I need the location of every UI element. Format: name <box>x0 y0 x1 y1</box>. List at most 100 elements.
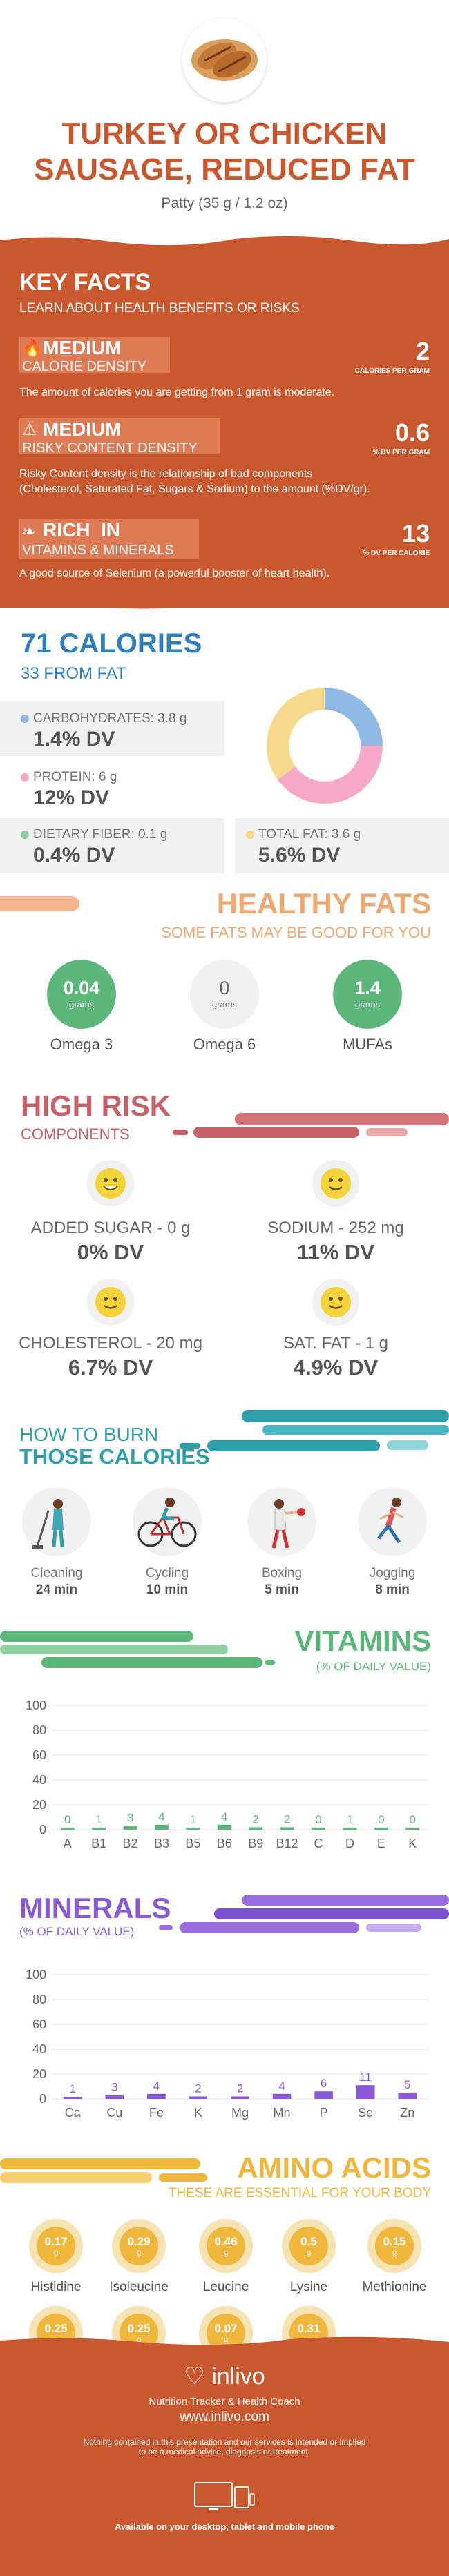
page-title: TURKEY OR CHICKEN SAUSAGE, REDUCED FAT <box>0 116 449 188</box>
mufas-circle: 1.4 grams <box>333 960 402 1029</box>
cholesterol-label: CHOLESTEROL - 20 mg <box>19 1334 202 1353</box>
key-facts-section: KEY FACTS LEARN ABOUT HEALTH BENEFITS OR… <box>0 235 449 609</box>
fire-icon: 🔥 <box>22 339 43 358</box>
mufas-name: MUFAs <box>342 1036 393 1053</box>
cholesterol-smiley-icon <box>87 1279 134 1326</box>
value-label-B2: 3 <box>127 1812 133 1825</box>
amino-circle-histidine: 0.17 g <box>29 2219 83 2273</box>
serving-size: Patty (35 g / 1.2 oz) <box>161 195 288 211</box>
omega3-name: Omega 3 <box>50 1036 113 1053</box>
y-tick-label: 100 <box>26 1968 46 1982</box>
x-tick-label-C: C <box>314 1837 323 1850</box>
heart-icon: ♡ <box>184 2363 205 2390</box>
macro-donut-chart <box>267 688 383 804</box>
fiber-box <box>0 818 224 873</box>
footer-logo: ♡ inlivo <box>0 2363 449 2390</box>
sat-fat-smiley-icon <box>312 1279 359 1326</box>
bar-B9 <box>249 1827 263 1830</box>
risky-content-desc: Risky Content density is the relationshi… <box>19 467 441 497</box>
value-label-Cu: 3 <box>111 2081 117 2094</box>
calorie-density-label: CALORIE DENSITY <box>22 359 147 374</box>
key-facts-title: KEY FACTS <box>19 269 151 296</box>
bar-D <box>343 1828 357 1830</box>
key-facts-top-wave <box>0 235 449 250</box>
fat-label: TOTAL FAT: 3.6 g <box>246 827 361 842</box>
amino-name: Histidine <box>30 2280 82 2294</box>
amino-unit: g <box>306 2249 312 2257</box>
x-tick-label-D: D <box>345 1837 354 1850</box>
devices-icon <box>194 2482 255 2510</box>
bar-K <box>405 1828 420 1830</box>
amino-value: 0.25 <box>127 2322 151 2335</box>
cleaning-name: Cleaning <box>30 1566 83 1580</box>
amino-name: Lysine <box>289 2280 328 2294</box>
value-label-K: 0 <box>410 1813 416 1826</box>
amino-circle-methionine: 0.15 g <box>367 2219 421 2273</box>
amino-deco-bars <box>0 2158 207 2183</box>
amino-inner: 0.15 g <box>375 2227 414 2265</box>
y-tick-label: 0 <box>39 2092 46 2106</box>
key-facts-bottom-wave <box>0 594 449 609</box>
y-tick-label: 60 <box>32 1748 46 1762</box>
calorie-density-level: MEDIUM <box>43 337 122 358</box>
x-tick-label-Cu: Cu <box>106 2106 122 2120</box>
amino-value: 0.07 <box>214 2322 238 2335</box>
boxing-time: 5 min <box>265 1582 299 1597</box>
carbs-text: CARBOHYDRATES: 3.8 g <box>33 711 187 726</box>
footer-url[interactable]: www.inlivo.com <box>180 2410 269 2424</box>
protein-dot <box>21 773 29 782</box>
donut-protein <box>267 688 383 804</box>
vitamins-bar-chart: 0 20 40 60 80 100 0 A 1 B1 3 B2 4 B3 1 B5 4 B6 2 B9 2 B12 0 C 1 D… <box>26 1698 428 1850</box>
burn-title-line2: THOSE CALORIES <box>19 1444 210 1469</box>
fat-dot <box>246 830 254 839</box>
y-tick-label: 20 <box>32 1798 46 1812</box>
y-tick-label: 60 <box>32 2017 46 2031</box>
cleaning-time: 24 min <box>35 1582 78 1597</box>
sodium-label: SODIUM - 252 mg <box>267 1219 404 1237</box>
x-tick-label-E: E <box>377 1837 385 1850</box>
amino-value: 0.15 <box>383 2235 406 2248</box>
fat-box <box>235 818 449 873</box>
amino-name: Isoleucine <box>109 2280 169 2294</box>
risky-content-desc-line1: Risky Content density is the relationshi… <box>19 468 313 480</box>
risky-content-level: MEDIUM <box>43 418 122 440</box>
value-label-B3: 4 <box>158 1810 164 1823</box>
calorie-density-unit: CALORIES PER GRAM <box>354 367 430 375</box>
burn-deco-bars <box>180 1410 449 1451</box>
added-sugar-label: ADDED SUGAR - 0 g <box>30 1219 191 1237</box>
fiber-dv: 0.4% DV <box>33 844 115 866</box>
high-risk-subtitle: COMPONENTS <box>21 1125 130 1143</box>
bar-B1 <box>92 1828 106 1830</box>
fat-text: TOTAL FAT: 3.6 g <box>258 827 361 842</box>
risky-content-label: RISKY CONTENT DENSITY <box>22 440 198 456</box>
omega3-circle: 0.04 grams <box>47 960 116 1029</box>
amino-subtitle: THESE ARE ESSENTIAL FOR YOUR BODY <box>168 2186 431 2200</box>
risky-content-value: 0.6 <box>394 418 430 447</box>
amino-name: Leucine <box>202 2280 249 2294</box>
amino-value: 0.25 <box>44 2322 68 2335</box>
bar-B2 <box>123 1826 137 1830</box>
y-tick-label: 40 <box>32 1773 46 1787</box>
sodium-dv: 11% DV <box>296 1240 374 1264</box>
cleaning-icon <box>22 1487 91 1556</box>
bar-C <box>312 1828 326 1830</box>
bar-Zn <box>398 2093 417 2099</box>
mufas-value: 1.4 <box>354 978 381 998</box>
value-label-E: 0 <box>378 1813 384 1826</box>
value-label-Se: 11 <box>359 2071 372 2084</box>
protein-label: PROTEIN: 6 g <box>21 770 117 785</box>
cycling-time: 10 min <box>146 1582 189 1597</box>
amino-inner: 0.17 g <box>37 2227 75 2265</box>
fiber-label: DIETARY FIBER: 0.1 g <box>21 827 167 842</box>
footer: ♡ inlivo Nutrition Tracker & Health Coac… <box>0 2336 449 2576</box>
minerals-subtitle: (% OF DAILY VALUE) <box>19 1925 135 1938</box>
bar-Ca <box>63 2097 82 2099</box>
amino-unit: g <box>136 2249 142 2257</box>
sat-fat-dv: 4.9% DV <box>293 1355 379 1379</box>
omega3-unit: grams <box>68 999 95 1009</box>
bar-Cu <box>105 2095 124 2099</box>
amino-inner: 0.29 g <box>120 2227 158 2265</box>
added-sugar-smiley-icon <box>87 1160 134 1207</box>
y-tick-label: 100 <box>26 1698 46 1712</box>
risky-content-desc-line2: (Cholesterol, Saturated Fat, Sugars & So… <box>19 483 370 495</box>
